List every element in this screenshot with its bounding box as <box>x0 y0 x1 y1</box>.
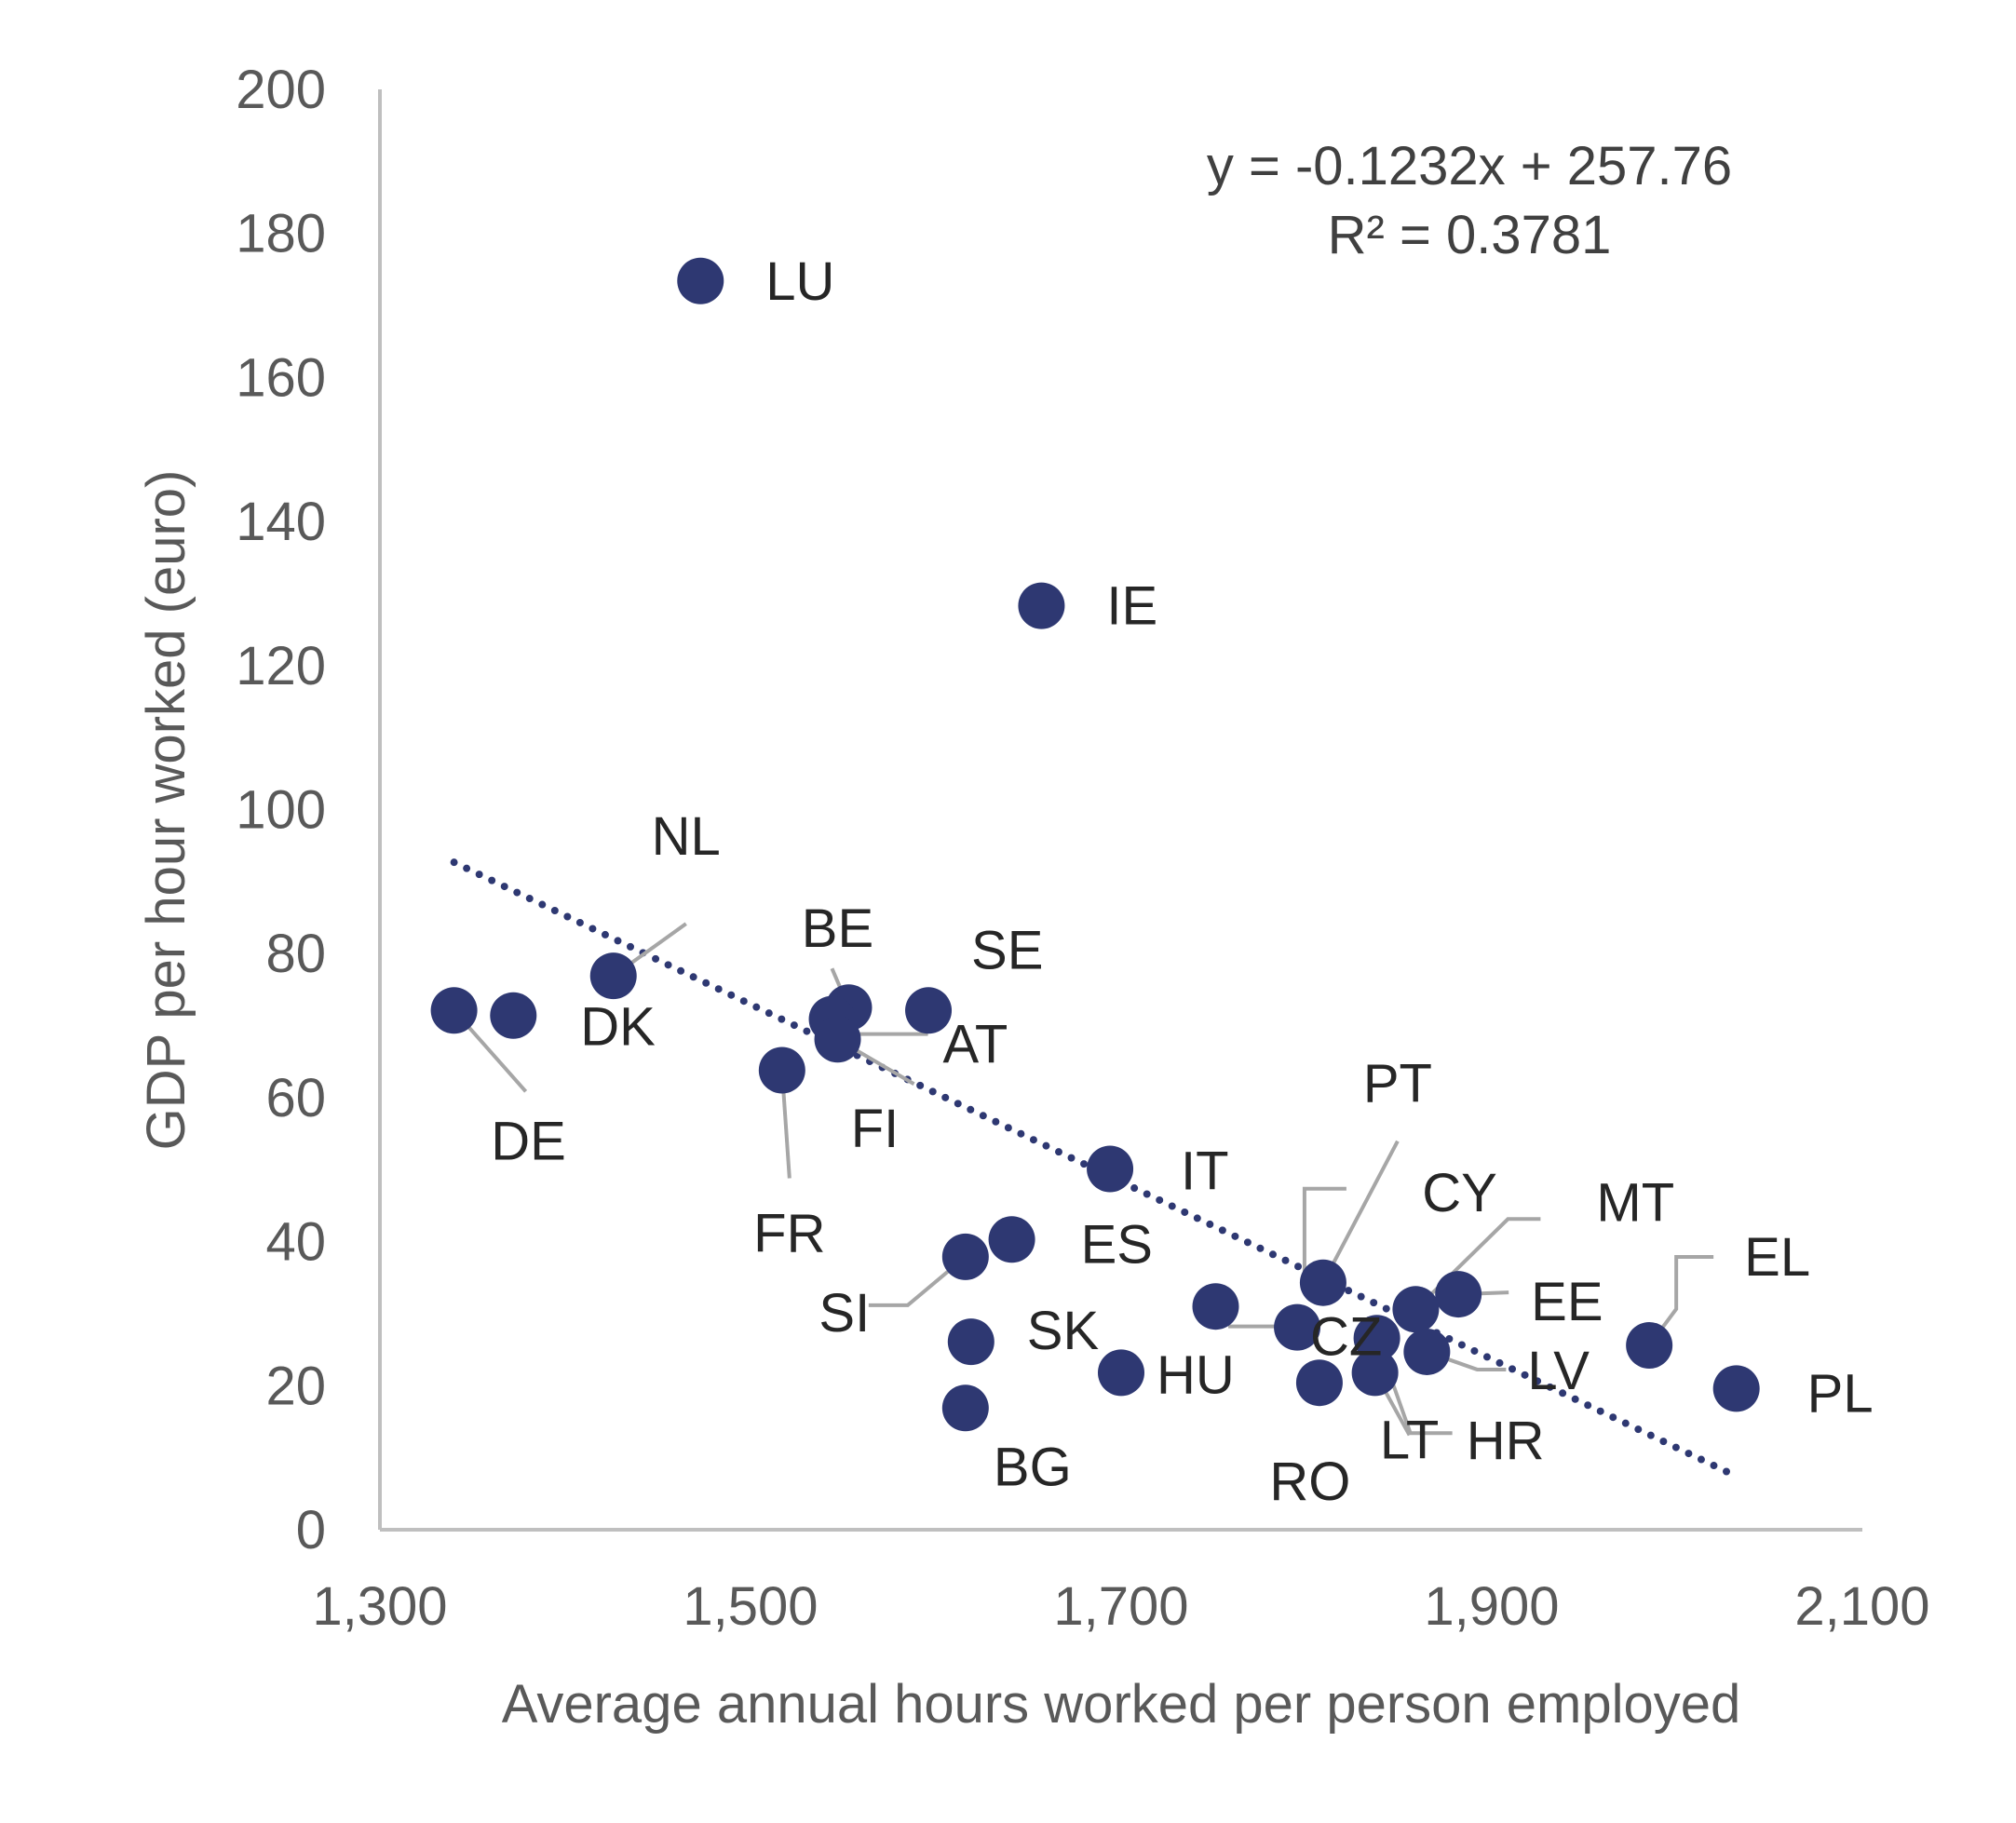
point-ro <box>1295 1359 1343 1407</box>
point-label-ee: EE <box>1531 1272 1603 1332</box>
x-axis-title: Average annual hours worked per person e… <box>502 1674 1741 1735</box>
point-fr <box>758 1047 805 1094</box>
point-pl <box>1712 1365 1760 1412</box>
point-label-el: EL <box>1744 1227 1810 1288</box>
point-bg <box>941 1384 989 1432</box>
point-cy <box>1192 1283 1239 1330</box>
point-label-ie: IE <box>1106 576 1157 637</box>
y-tick-label: 80 <box>265 924 326 984</box>
point-label-mt: MT <box>1596 1172 1674 1233</box>
y-tick-label: 200 <box>236 60 326 120</box>
axes <box>378 89 1862 1532</box>
point-label-hr: HR <box>1467 1411 1545 1471</box>
y-tick-label: 0 <box>296 1500 326 1560</box>
x-tick-label: 1,700 <box>1053 1576 1188 1637</box>
point-label-cz: CZ <box>1310 1307 1382 1368</box>
point-label-ro: RO <box>1269 1452 1350 1512</box>
point-ee <box>1435 1271 1482 1318</box>
point-label-lv: LV <box>1527 1341 1590 1401</box>
point-label-es: ES <box>1081 1214 1153 1275</box>
point-label-lu: LU <box>765 251 834 312</box>
x-tick-label: 2,100 <box>1794 1576 1929 1637</box>
point-si <box>941 1233 989 1280</box>
point-label-bg: BG <box>994 1437 1072 1497</box>
point-it <box>1087 1145 1134 1193</box>
y-tick-label: 120 <box>236 636 326 696</box>
leader-line-pt <box>1321 1140 1400 1284</box>
data-points <box>430 257 1760 1432</box>
leader-line-cy <box>1302 1186 1346 1292</box>
point-label-de: DE <box>491 1111 566 1171</box>
point-label-lt: LT <box>1380 1410 1439 1470</box>
point-label-sk: SK <box>1027 1301 1100 1361</box>
point-nl <box>589 952 637 1000</box>
point-label-be: BE <box>802 898 873 959</box>
point-lu <box>677 257 724 304</box>
point-dk <box>490 992 537 1039</box>
point-el <box>1626 1321 1673 1369</box>
y-tick-label: 40 <box>265 1212 326 1273</box>
point-sk <box>947 1318 994 1366</box>
point-lt <box>1351 1349 1399 1397</box>
x-tick-label: 1,500 <box>683 1576 818 1637</box>
point-label-hu: HU <box>1157 1344 1235 1405</box>
x-tick-label: 1,900 <box>1424 1576 1559 1637</box>
point-se <box>905 987 953 1034</box>
y-tick-label: 100 <box>236 780 326 841</box>
point-label-at: AT <box>943 1015 1008 1075</box>
y-tick-label: 180 <box>236 204 326 264</box>
point-label-pl: PL <box>1807 1363 1874 1424</box>
point-label-nl: NL <box>652 806 721 867</box>
y-tick-label: 160 <box>236 347 326 408</box>
point-ie <box>1018 582 1065 629</box>
point-pt <box>1299 1259 1346 1306</box>
point-fi <box>814 1016 861 1063</box>
point-lv <box>1403 1328 1451 1375</box>
leader-line-si <box>868 1255 967 1307</box>
y-tick-label: 20 <box>265 1356 326 1416</box>
point-label-si: SI <box>819 1283 870 1344</box>
trendline-r-squared: R² = 0.3781 <box>1328 205 1612 265</box>
y-axis-title: GDP per hour worked (euro) <box>136 470 196 1151</box>
x-tick-label: 1,300 <box>312 1576 447 1637</box>
point-label-cy: CY <box>1422 1163 1497 1223</box>
y-tick-label: 140 <box>236 492 326 552</box>
point-hr <box>1353 1315 1400 1362</box>
point-label-se: SE <box>971 920 1043 980</box>
point-label-fi: FI <box>851 1099 900 1159</box>
point-de <box>430 987 478 1034</box>
point-label-fr: FR <box>753 1204 825 1264</box>
point-label-pt: PT <box>1363 1054 1432 1114</box>
y-tick-labels: 0 20 40 60 80 100 120 140 160 180 200 <box>236 60 326 1560</box>
y-tick-label: 60 <box>265 1068 326 1128</box>
point-hu <box>1098 1349 1144 1397</box>
point-es <box>988 1216 1035 1263</box>
point-label-dk: DK <box>580 997 656 1058</box>
x-tick-labels: 1,300 1,500 1,700 1,900 2,100 <box>312 1576 1929 1637</box>
trendline-equation: y = -0.1232x + 257.76 <box>1207 136 1732 196</box>
point-mt <box>1392 1286 1440 1333</box>
point-cz <box>1274 1303 1321 1351</box>
point-label-it: IT <box>1181 1141 1229 1201</box>
